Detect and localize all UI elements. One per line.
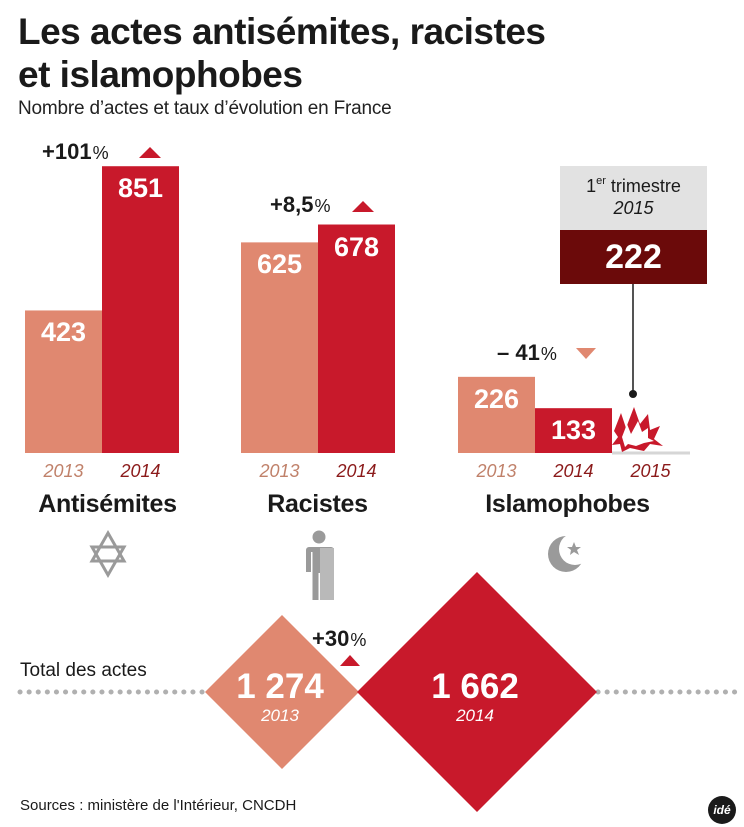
bar-value-label: 678 bbox=[333, 231, 380, 262]
bar-value-label: 423 bbox=[40, 317, 87, 348]
ide-logo: idé bbox=[708, 796, 736, 824]
evolution-racistes: +8,5% bbox=[270, 192, 331, 217]
total-2013-value: 1 274 bbox=[236, 667, 324, 706]
year-label-2014: 2014 bbox=[336, 461, 377, 481]
quarter-callout-line1: 1er trimestre bbox=[586, 175, 681, 196]
burst-icon bbox=[612, 407, 663, 452]
title-line-1: Les actes antisémites, racistes bbox=[18, 11, 546, 52]
evolution-antisemites: +101% bbox=[42, 139, 109, 164]
person-icon bbox=[306, 530, 334, 600]
bar-value-label: 226 bbox=[473, 383, 520, 414]
total-label: Total des actes bbox=[20, 660, 147, 681]
bar-2013-islamophobes bbox=[458, 376, 535, 453]
total-2013-year: 2013 bbox=[261, 706, 299, 725]
evolution-islamophobes: – 41% bbox=[497, 340, 557, 365]
bar-value-label: 625 bbox=[256, 249, 303, 280]
category-antisemites: Antisémites bbox=[38, 490, 177, 518]
bar-2014-racistes bbox=[318, 224, 395, 453]
year-label-2014: 2014 bbox=[553, 461, 594, 481]
total-2014-year: 2014 bbox=[456, 706, 494, 725]
year-label-2013: 2013 bbox=[43, 461, 84, 481]
page-subtitle: Nombre d’actes et taux d’évolution en Fr… bbox=[18, 98, 392, 119]
diamond-total-2013 bbox=[205, 615, 359, 769]
up-triangle-icon bbox=[352, 201, 374, 212]
quarter-callout-value: 222 bbox=[560, 230, 707, 284]
bar-2014-antisémites bbox=[102, 166, 179, 453]
down-triangle-icon bbox=[576, 348, 596, 359]
year-label-2015: 2015 bbox=[630, 461, 671, 481]
evolution-total: +30% bbox=[312, 626, 367, 651]
callout-dot bbox=[629, 390, 637, 398]
bar-2013-racistes bbox=[241, 242, 318, 453]
quarter-callout-year: 2015 bbox=[613, 198, 654, 218]
bar-2014-islamophobes bbox=[535, 408, 612, 453]
bar-value-label: 133 bbox=[550, 415, 597, 446]
year-label-2014: 2014 bbox=[120, 461, 161, 481]
page-title: Les actes antisémites, racistes et islam… bbox=[18, 10, 718, 96]
year-label-2013: 2013 bbox=[476, 461, 517, 481]
quarter-callout-header: 1er trimestre 2015 bbox=[560, 166, 707, 230]
bars-layer bbox=[25, 166, 612, 453]
up-triangle-icon bbox=[139, 147, 161, 158]
star-of-david-icon bbox=[89, 529, 127, 579]
diamond-layer bbox=[205, 572, 597, 812]
diamond-total-2014 bbox=[357, 572, 597, 812]
category-islamophobes: Islamophobes bbox=[485, 490, 650, 518]
bar-2013-antisémites bbox=[25, 310, 102, 453]
crescent-star-icon bbox=[548, 533, 591, 572]
total-2013: 1 274 2013 bbox=[215, 668, 345, 726]
bar-value-label: 851 bbox=[117, 173, 164, 204]
source-note: Sources : ministère de l'Intérieur, CNCD… bbox=[20, 797, 297, 814]
up-triangle-icon bbox=[340, 655, 360, 666]
total-2014: 1 662 2014 bbox=[385, 668, 565, 726]
category-racistes: Racistes bbox=[267, 490, 368, 518]
title-line-2: et islamophobes bbox=[18, 54, 303, 95]
total-2014-value: 1 662 bbox=[431, 667, 519, 706]
year-label-2013: 2013 bbox=[259, 461, 300, 481]
